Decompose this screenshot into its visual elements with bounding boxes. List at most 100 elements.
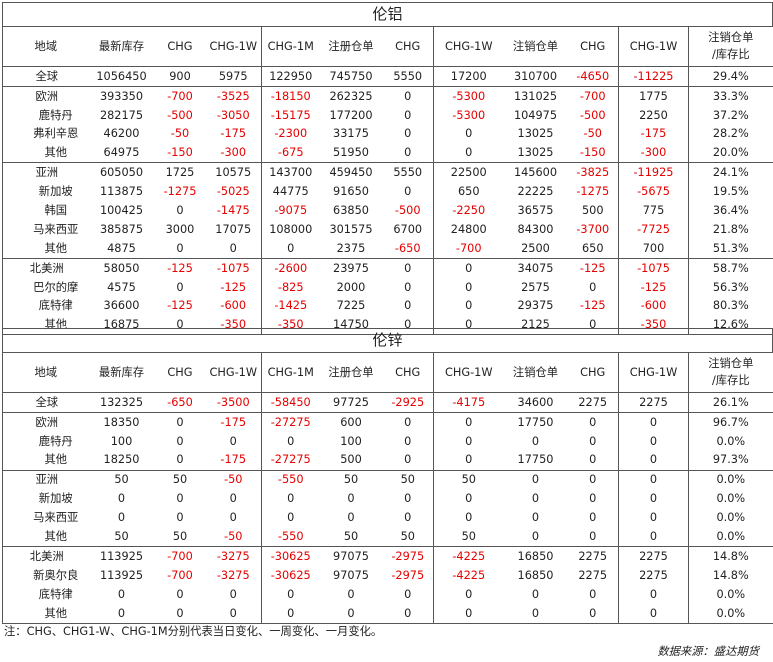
table-row: 底特律 0 0 0 0 0 0 0 0 0 0 0.0% <box>2 584 773 604</box>
cell-chg: -50 <box>170 127 190 141</box>
cell-ratio: 56.3% <box>712 280 749 294</box>
cell-registered-chg: -2925 <box>382 392 434 413</box>
cell-cancelled-chg-1w: -1075 <box>618 257 689 278</box>
cell-chg-1w: -175 <box>205 411 262 432</box>
header-cancelled-chg-1w: CHG-1W <box>618 26 689 67</box>
cell-chg-1m: -675 <box>277 146 304 160</box>
cell-chg-1m: -30625 <box>270 568 311 582</box>
cell-chg: -700 <box>167 568 193 582</box>
cell-inventory: 113925 <box>99 568 144 582</box>
header-chg-1w: CHG-1W <box>205 26 262 67</box>
cell-cancelled-chg: 0 <box>567 431 619 451</box>
cell-registered-chg: 0 <box>382 105 434 125</box>
cell-registered-chg-1w: 22500 <box>433 162 504 183</box>
cell-cancelled: 34600 <box>517 395 554 409</box>
cell-chg: -700 <box>154 85 206 106</box>
cell-registered-chg: 0 <box>382 450 434 471</box>
cell-registered-chg-1w: 650 <box>457 185 480 199</box>
cell-chg: 0 <box>176 280 184 294</box>
cell-registered: 50 <box>343 530 359 544</box>
cell-chg-1w: -3525 <box>205 85 262 106</box>
header-region: 地域 <box>2 26 89 67</box>
cell-inventory: 1056450 <box>96 69 147 83</box>
cell-inventory: 0 <box>117 492 126 506</box>
cell-registered-chg-1w: 0 <box>465 434 473 448</box>
cell-region: 欧洲 <box>2 85 89 106</box>
cell-cancelled-chg-1w: 0 <box>618 489 689 509</box>
cell-chg-1m: -1425 <box>274 299 308 313</box>
cell-ratio: 24.1% <box>688 162 773 183</box>
cell-registered-chg-1w: -4225 <box>433 546 504 567</box>
cell-chg: 0 <box>176 492 184 506</box>
cell-registered-chg-1w: 0 <box>465 587 473 601</box>
cell-registered-chg: -2975 <box>382 546 434 567</box>
cell-registered: 63850 <box>333 204 369 218</box>
cell-cancelled-chg: -3700 <box>567 220 619 240</box>
cell-ratio: 0.0% <box>716 511 746 525</box>
cell-chg-1w: 0 <box>205 239 262 259</box>
cell-registered: 97725 <box>333 395 369 409</box>
cell-cancelled-chg: 0 <box>567 277 619 297</box>
cell-ratio: 58.7% <box>688 257 773 278</box>
header-cancelled-chg: CHG <box>567 26 619 67</box>
cell-cancelled-chg: 2275 <box>567 546 619 567</box>
cell-registered-chg: 0 <box>382 143 434 163</box>
cell-registered: 33175 <box>333 127 369 141</box>
cell-chg-1w: 0 <box>205 603 262 624</box>
table-row: 其他 0 0 0 0 0 0 0 0 0 0 0.0% <box>2 603 773 624</box>
cell-region: 新加坡 <box>2 182 89 202</box>
cell-ratio: 51.3% <box>712 241 749 255</box>
cell-cancelled: 29375 <box>517 299 554 313</box>
cell-cancelled-chg: 650 <box>567 239 619 259</box>
cell-cancelled-chg: 2275 <box>567 566 619 585</box>
cell-chg-1w: 5975 <box>205 66 262 87</box>
cell-chg-1m: -58450 <box>270 395 311 409</box>
table-row: 鹿特丹 282175 -500 -3050 -15175 177200 0 -5300 1049… <box>2 105 773 125</box>
cell-chg-1m: -27275 <box>261 411 320 432</box>
cell-registered-chg: 50 <box>382 527 434 547</box>
cell-chg: 0 <box>176 241 184 255</box>
header-chg-1m: CHG-1M <box>261 26 320 67</box>
cell-chg-1m: 0 <box>287 434 295 448</box>
cell-cancelled-chg: -500 <box>567 105 619 125</box>
cell-registered-chg-1w: 0 <box>465 492 473 506</box>
table-row: 欧洲 393350 -700 -3525 -18150 262325 0 -5300 13102… <box>2 85 773 106</box>
cell-inventory: 0 <box>88 603 155 624</box>
cell-inventory: 58050 <box>88 257 155 278</box>
cell-region: 鹿特丹 <box>2 105 89 125</box>
cell-cancelled-chg-1w: -11925 <box>618 162 689 183</box>
table-row: 全球 1056450 900 5975 122950 745750 5550 17200 310… <box>2 66 773 87</box>
cell-registered: 0 <box>347 587 355 601</box>
cell-inventory: 46200 <box>103 127 140 141</box>
aluminium-table: 伦铝 地域 最新库存 CHG CHG-1W CHG-1M 注册仓单 CHG CHG-1W 注销仓单… <box>1 2 773 336</box>
table-row: 其他 50 50 -50 -550 50 50 50 0 0 0 0.0% <box>2 527 773 547</box>
cell-registered: 177200 <box>329 108 373 122</box>
table-row: 其他 64975 -150 -300 -675 51950 0 0 13025 -150 -300 2… <box>2 143 773 163</box>
cell-cancelled: 16850 <box>517 568 554 582</box>
cell-cancelled: 0 <box>531 587 540 601</box>
cell-chg-1w: -3275 <box>205 546 262 567</box>
section-title-row: 伦锌 <box>1 328 773 353</box>
cell-registered-chg-1w: -5300 <box>452 108 486 122</box>
table-row: 亚洲 50 50 -50 -550 50 50 50 0 0 0 0.0% <box>2 469 773 490</box>
header-cancelled-chg: CHG <box>567 352 619 393</box>
cell-registered-chg: 0 <box>382 277 434 297</box>
cell-chg-1w: 10575 <box>205 162 262 183</box>
cell-inventory: 50 <box>114 530 129 544</box>
cell-cancelled: 310700 <box>513 69 558 83</box>
cell-chg: 50 <box>172 530 188 544</box>
cell-registered-chg-1w: 0 <box>433 411 504 432</box>
table-row: 亚洲 605050 1725 10575 143700 459450 5550 22500 14… <box>2 162 773 183</box>
header-ratio-line1: 注销仓单 <box>708 31 754 45</box>
cell-registered: 50 <box>319 469 383 490</box>
cell-cancelled: 104975 <box>513 108 558 122</box>
cell-cancelled-chg-1w: 0 <box>618 508 689 528</box>
header-ratio-line1: 注销仓单 <box>708 357 754 371</box>
cell-registered-chg: 0 <box>382 411 434 432</box>
cell-cancelled: 13025 <box>517 146 554 160</box>
cell-chg-1m: -30625 <box>261 546 320 567</box>
cell-registered: 745750 <box>329 69 373 83</box>
cell-inventory: 282175 <box>99 108 144 122</box>
cell-chg: -650 <box>167 395 193 409</box>
cell-chg-1w: 0 <box>205 508 262 528</box>
